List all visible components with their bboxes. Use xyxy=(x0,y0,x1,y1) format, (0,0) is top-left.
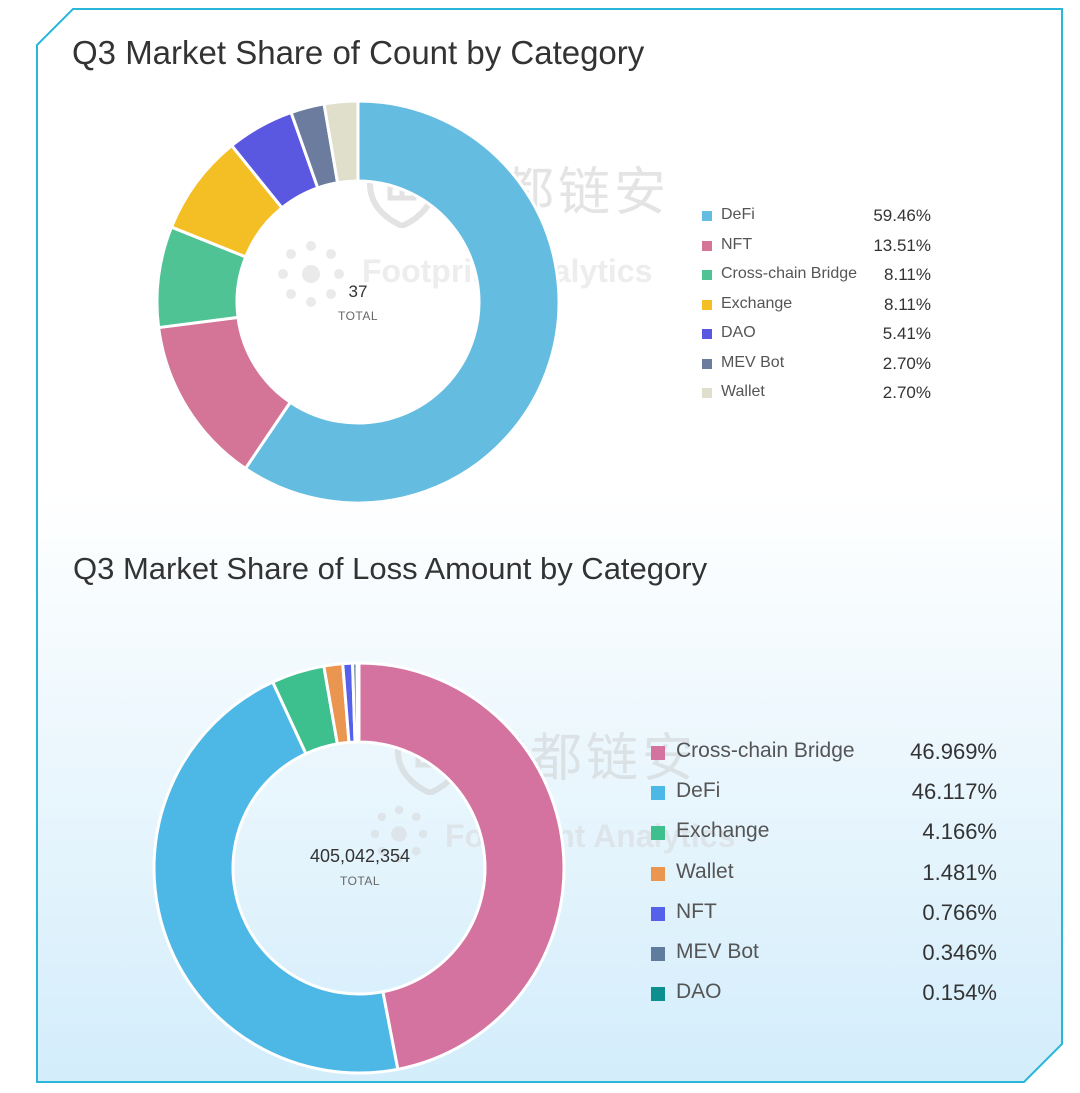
legend-item-defi[interactable]: DeFi 46.117% xyxy=(651,777,997,811)
loss-slice-defi[interactable] xyxy=(152,680,400,1075)
legend-swatch xyxy=(651,746,665,760)
legend-value: 46.117% xyxy=(911,779,997,805)
legend-swatch xyxy=(651,786,665,801)
legend-item-cross-chain-bridge[interactable]: Cross-chain Bridge 8.11% xyxy=(702,263,931,287)
legend-loss: Cross-chain Bridge 46.969% DeFi 46.117% Exch… xyxy=(651,737,997,1017)
legend-label: Exchange xyxy=(721,294,793,312)
legend-value: 59.46% xyxy=(873,206,931,225)
legend-swatch xyxy=(702,240,712,251)
legend-swatch xyxy=(702,211,712,221)
legend-swatch xyxy=(651,906,665,921)
legend-swatch xyxy=(702,270,712,280)
panel-border xyxy=(36,8,1063,1083)
legend-label: NFT xyxy=(676,899,717,923)
legend-swatch xyxy=(651,987,665,1002)
chart-title-loss: Q3 Market Share of Loss Amount by Catego… xyxy=(73,551,708,586)
legend-label: MEV Bot xyxy=(721,353,785,371)
legend-value: 2.70% xyxy=(882,353,931,373)
legend-label: Exchange xyxy=(676,819,770,843)
center-total-label: TOTAL xyxy=(337,309,379,323)
center-total-count: 37 TOTAL xyxy=(308,282,408,323)
legend-swatch xyxy=(702,358,712,369)
legend-label: Cross-chain Bridge xyxy=(721,265,858,282)
legend-swatch xyxy=(651,947,665,961)
legend-value: 2.70% xyxy=(882,383,931,402)
legend-item-mev-bot[interactable]: MEV Bot 2.70% xyxy=(702,352,931,376)
legend-swatch xyxy=(702,329,712,339)
legend-label: NFT xyxy=(721,235,753,253)
chart-title-count: Q3 Market Share of Count by Category xyxy=(72,34,645,71)
legend-value: 13.51% xyxy=(873,235,931,255)
center-total-label: TOTAL xyxy=(339,874,381,888)
legend-label: Cross-chain Bridge xyxy=(676,739,855,762)
legend-item-nft[interactable]: NFT 13.51% xyxy=(702,234,931,258)
legend-value: 4.166% xyxy=(922,819,997,845)
legend-label: Wallet xyxy=(721,383,765,400)
count-slice-defi[interactable] xyxy=(243,99,561,505)
loss-slice-cross-chain-bridge[interactable] xyxy=(357,661,566,1071)
legend-label: DeFi xyxy=(721,206,755,223)
legend-item-exchange[interactable]: Exchange 8.11% xyxy=(702,293,931,317)
legend-item-mev-bot[interactable]: MEV Bot 0.346% xyxy=(651,938,997,972)
legend-value: 5.41% xyxy=(882,324,931,343)
legend-value: 8.11% xyxy=(884,294,931,314)
legend-item-wallet[interactable]: Wallet 1.481% xyxy=(651,858,997,892)
center-total-value: 37 xyxy=(348,282,368,301)
count-slice-wallet[interactable] xyxy=(322,99,360,185)
legend-item-exchange[interactable]: Exchange 4.166% xyxy=(651,817,997,851)
legend-swatch xyxy=(651,866,665,881)
legend-value: 0.766% xyxy=(922,899,997,925)
center-total-value: 405,042,354 xyxy=(309,846,411,866)
legend-value: 1.481% xyxy=(922,859,997,885)
legend-item-nft[interactable]: NFT 0.766% xyxy=(651,898,997,932)
legend-count: DeFi 59.46% NFT 13.51% Cross-chain Bridge 8.1… xyxy=(702,204,931,404)
center-total-loss: 405,042,354 TOTAL xyxy=(280,846,440,888)
donut-chart-loss xyxy=(152,661,566,1075)
donut-chart-count xyxy=(155,99,561,505)
legend-label: DAO xyxy=(676,980,722,1004)
legend-swatch xyxy=(651,826,665,841)
legend-label: Wallet xyxy=(676,859,734,883)
legend-swatch xyxy=(702,388,712,398)
legend-item-dao[interactable]: DAO 5.41% xyxy=(702,322,931,346)
legend-item-cross-chain-bridge[interactable]: Cross-chain Bridge 46.969% xyxy=(651,737,997,771)
legend-item-dao[interactable]: DAO 0.154% xyxy=(651,978,997,1012)
legend-value: 0.154% xyxy=(922,980,997,1006)
legend-value: 8.11% xyxy=(884,265,931,284)
legend-item-defi[interactable]: DeFi 59.46% xyxy=(702,204,931,228)
loss-slice-dao[interactable] xyxy=(355,661,361,744)
legend-swatch xyxy=(702,299,712,310)
legend-label: DeFi xyxy=(676,779,721,803)
legend-value: 0.346% xyxy=(922,940,997,965)
legend-item-wallet[interactable]: Wallet 2.70% xyxy=(702,381,931,405)
legend-label: DAO xyxy=(721,324,756,341)
legend-value: 46.969% xyxy=(910,739,997,764)
legend-label: MEV Bot xyxy=(676,940,759,963)
